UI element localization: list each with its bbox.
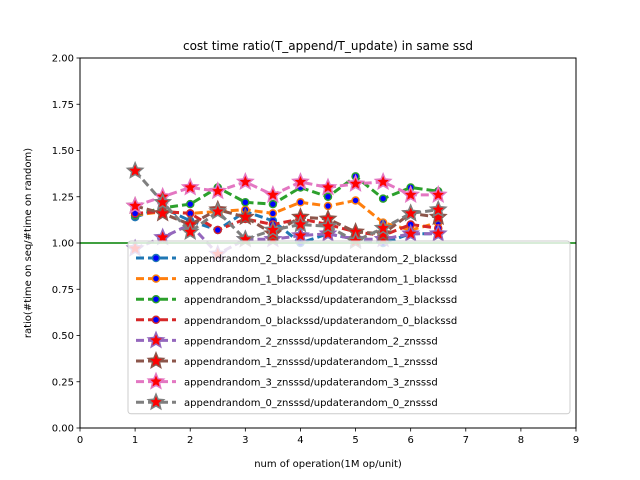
data-point xyxy=(263,220,283,239)
data-point xyxy=(290,171,310,191)
data-point xyxy=(235,171,255,191)
x-axis-label: num of operation(1M op/unit) xyxy=(254,459,402,470)
data-point xyxy=(180,177,200,196)
data-point xyxy=(268,199,278,209)
legend-entry: appendrandom_0_znsssd/updaterandom_0_zns… xyxy=(136,392,438,411)
data-point xyxy=(235,207,255,226)
legend-swatch-marker xyxy=(146,392,166,411)
data-point xyxy=(213,225,223,235)
data-point xyxy=(180,221,200,240)
legend-swatch-marker xyxy=(151,315,161,325)
legend-label: appendrandom_2_znsssd/updaterandom_2_zns… xyxy=(184,336,438,347)
data-point xyxy=(125,196,145,215)
y-tick-label: 1.25 xyxy=(52,192,74,203)
data-point xyxy=(296,198,305,207)
legend-label: appendrandom_3_znsssd/updaterandom_3_zns… xyxy=(184,378,438,389)
data-point xyxy=(241,198,250,207)
x-axis-ticks: 0 1 2 3 4 5 6 7 8 9 xyxy=(77,428,579,446)
legend-swatch-marker xyxy=(146,371,166,390)
legend-swatch-marker xyxy=(151,274,161,283)
legend-entry: appendrandom_0_blackssd/updaterandom_0_b… xyxy=(136,315,457,327)
data-point xyxy=(323,192,333,201)
y-tick-label: 1.00 xyxy=(52,239,74,250)
data-point xyxy=(401,184,421,203)
chart-title: cost time ratio(T_append/T_update) in sa… xyxy=(183,39,473,53)
legend-label: appendrandom_3_blackssd/updaterandom_3_b… xyxy=(184,295,457,306)
legend-label: appendrandom_1_blackssd/updaterandom_1_b… xyxy=(184,275,457,286)
series-line xyxy=(134,180,439,208)
data-point xyxy=(428,199,448,218)
x-tick-label: 5 xyxy=(352,435,358,446)
x-tick-label: 8 xyxy=(518,435,524,446)
legend-entry: appendrandom_2_znsssd/updaterandom_2_zns… xyxy=(136,330,438,349)
data-point xyxy=(323,201,333,211)
legend-swatch-marker xyxy=(146,330,166,349)
data-point xyxy=(153,192,173,211)
y-axis-label: ratio(#time on seq/#time on random) xyxy=(23,148,34,338)
legend-box xyxy=(127,240,571,415)
data-point xyxy=(263,184,283,203)
data-point xyxy=(428,223,448,242)
legend-swatch-marker xyxy=(151,253,161,263)
y-tick-label: 0.00 xyxy=(52,424,74,435)
data-point xyxy=(428,207,448,226)
data-point xyxy=(373,218,393,237)
x-tick-label: 6 xyxy=(407,435,413,446)
data-point xyxy=(346,173,366,192)
legend-entry: appendrandom_1_znsssd/updaterandom_1_zns… xyxy=(136,351,438,370)
legend-entry: appendrandom_3_znsssd/updaterandom_3_zns… xyxy=(136,371,438,390)
data-point xyxy=(378,194,388,203)
data-point xyxy=(125,160,145,179)
x-tick-label: 1 xyxy=(132,435,138,446)
legend-swatch-marker xyxy=(146,351,166,370)
legend-label: appendrandom_2_blackssd/updaterandom_2_b… xyxy=(184,254,457,265)
data-point xyxy=(268,209,278,218)
x-tick-label: 3 xyxy=(242,435,248,446)
data-point xyxy=(290,225,310,244)
y-tick-label: 1.75 xyxy=(52,100,74,111)
y-axis-ticks: 0.00 0.25 0.50 0.75 1.00 1.25 1.50 1.75 2.00 xyxy=(52,54,80,435)
legend-swatch-marker xyxy=(151,294,161,304)
legend: appendrandom_2_blackssd/updaterandom_2_b… xyxy=(127,240,571,415)
data-point xyxy=(208,181,228,200)
x-tick-label: 4 xyxy=(297,435,303,446)
x-tick-label: 2 xyxy=(187,435,193,446)
legend-label: appendrandom_0_znsssd/updaterandom_0_zns… xyxy=(184,398,438,409)
data-point xyxy=(428,184,448,203)
data-point xyxy=(208,201,228,220)
data-point xyxy=(318,177,338,196)
legend-entry: appendrandom_3_blackssd/updaterandom_3_b… xyxy=(136,294,457,306)
y-tick-label: 0.25 xyxy=(52,377,74,388)
data-point xyxy=(290,214,310,233)
y-tick-label: 1.50 xyxy=(52,146,74,157)
legend-label: appendrandom_1_znsssd/updaterandom_1_zns… xyxy=(184,357,438,368)
data-point xyxy=(318,216,338,235)
data-point xyxy=(351,196,360,205)
series-6 xyxy=(125,171,448,215)
legend-label: appendrandom_0_blackssd/updaterandom_0_b… xyxy=(184,316,457,327)
series-line xyxy=(134,174,439,217)
x-tick-label: 0 xyxy=(77,435,83,446)
x-tick-label: 9 xyxy=(573,435,579,446)
legend-entry: appendrandom_1_blackssd/updaterandom_1_b… xyxy=(136,274,457,286)
data-point xyxy=(401,203,421,222)
data-point xyxy=(401,223,421,242)
y-tick-label: 0.50 xyxy=(52,331,74,342)
data-point xyxy=(373,171,393,191)
series-line xyxy=(135,210,439,238)
y-tick-label: 2.00 xyxy=(52,54,74,65)
x-tick-label: 7 xyxy=(463,435,469,446)
data-point xyxy=(153,203,173,222)
y-tick-label: 0.75 xyxy=(52,285,74,296)
series-layer xyxy=(125,160,448,263)
data-point xyxy=(185,199,195,209)
legend-entry: appendrandom_2_blackssd/updaterandom_2_b… xyxy=(136,253,457,265)
